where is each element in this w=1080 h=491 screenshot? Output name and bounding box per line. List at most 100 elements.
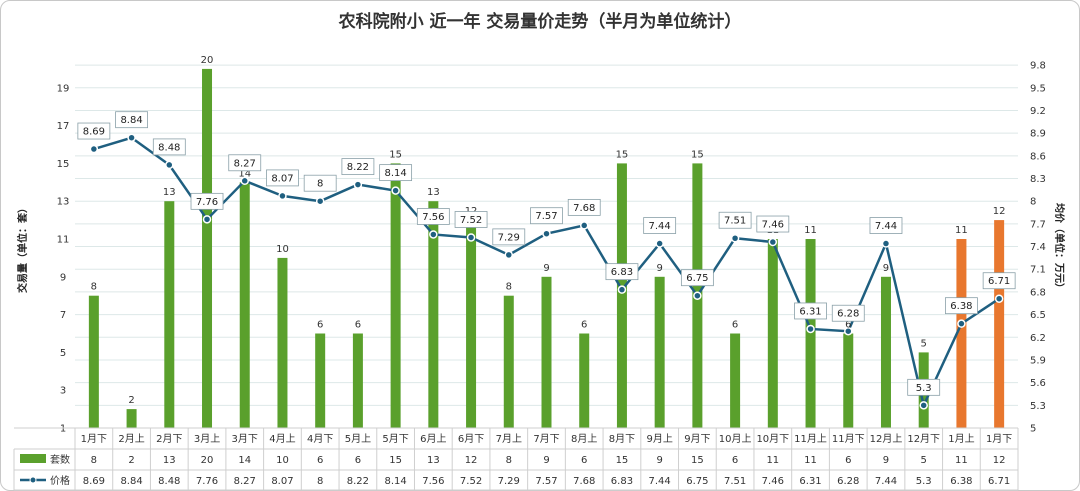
table-count-cell: 5 [921,455,927,466]
price-label: 6.71 [988,276,1010,287]
price-point-1 [89,144,99,154]
table-count-cell: 15 [389,455,402,466]
price-label: 7.44 [875,221,897,232]
category-label: 9月上 [646,433,672,445]
bar-value-label: 6 [732,320,738,331]
category-label: 1月下 [81,433,107,445]
category-label: 11月上 [794,433,827,445]
category-label: 6月下 [458,433,484,445]
right-tick-label: 7.4 [1030,242,1046,253]
table-count-cell: 12 [993,455,1006,466]
category-label: 5月上 [345,433,371,445]
bar-value-label: 8 [91,282,97,293]
category-label: 11月下 [832,433,865,445]
table-count-cell: 11 [804,455,817,466]
table-count-cell: 15 [691,455,704,466]
left-tick-label: 9 [60,272,66,283]
table-count-cell: 13 [163,455,176,466]
table-price-cell: 6.31 [799,476,821,487]
category-label: 3月下 [232,433,258,445]
table-price-cell: 6.83 [611,476,633,487]
bar-10 [428,201,439,428]
right-tick-label: 8.3 [1030,174,1046,185]
price-label: 6.31 [799,306,821,317]
price-point-20 [806,324,815,334]
price-point-14 [579,221,589,230]
price-point-23 [919,401,928,410]
table-price-cell: 6.28 [837,476,859,487]
price-label: 8.69 [83,127,105,138]
table-count-cell: 15 [616,455,629,466]
price-label-box [190,192,224,210]
bar-value-label: 6 [845,320,851,331]
price-label-box [77,122,111,140]
price-point-6 [278,191,287,201]
right-tick-label: 9.8 [1030,61,1046,72]
price-label-box [379,164,413,182]
bar-13 [541,276,552,428]
price-label-box [794,302,827,320]
price-point-17 [693,291,702,300]
bar-value-label: 10 [276,244,289,255]
price-label: 7.57 [535,211,557,222]
bar-value-label: 14 [238,168,251,179]
table-price-cell: 7.76 [196,476,218,487]
price-label: 7.68 [573,203,595,214]
bar-7 [315,333,326,428]
price-label: 7.46 [762,220,784,231]
category-label: 6月上 [420,433,446,445]
price-label: 6.28 [837,309,859,320]
price-label-box [756,215,790,233]
table-price-cell: 8.84 [120,476,142,487]
chart-title: 农科院附小 近一年 交易量价走势（半月为单位统计） [338,11,742,32]
price-label: 7.56 [422,212,444,223]
price-label-box [567,198,601,216]
bar-2 [126,409,137,428]
category-label: 4月上 [269,433,295,445]
price-label-box [228,154,262,172]
price-label: 6.38 [950,301,972,312]
category-label: 10月下 [756,433,789,445]
price-point-13 [542,229,551,238]
right-tick-label: 6.8 [1030,287,1046,298]
right-tick-label: 5.3 [1030,401,1046,412]
bar-value-label: 15 [389,149,402,160]
table-price-cell: 7.44 [649,476,671,487]
price-label: 8.07 [271,173,293,184]
price-label-box [680,269,714,287]
table-count-cell: 10 [276,455,289,466]
category-label: 2月上 [118,433,144,445]
bar-value-label: 12 [993,206,1006,217]
table-count-cell: 8 [91,455,97,466]
table-price-cell: 7.29 [498,476,520,487]
table-count-cell: 14 [238,455,251,466]
price-point-19 [768,237,778,247]
price-point-18 [730,233,740,243]
bar-3 [164,201,175,428]
bar-value-label: 13 [427,187,440,198]
left-tick-label: 15 [57,159,70,170]
table-price-cell: 8.14 [384,476,406,487]
table-count-cell: 11 [955,455,968,466]
price-label-box [454,211,488,228]
price-label-box [341,158,375,175]
right-tick-label: 9.5 [1030,83,1046,94]
price-label: 7.76 [196,197,218,208]
right-tick-label: 6.2 [1030,333,1046,344]
left-tick-label: 11 [57,235,70,246]
table-count-cell: 6 [732,455,738,466]
table-price-cell: 8.69 [83,476,105,487]
table-price-cell: 7.56 [422,476,444,487]
price-label-box [266,169,299,187]
category-label: 1月上 [948,433,974,445]
price-label: 8.84 [120,115,142,126]
price-point-15 [617,285,627,294]
bar-16 [654,276,665,428]
category-label: 7月上 [496,433,522,445]
price-label: 5.3 [916,383,932,394]
price-label: 7.44 [649,221,671,232]
price-label-box [115,111,148,129]
bar-15 [616,163,627,428]
price-label: 8.22 [347,162,369,173]
right-tick-label: 5.9 [1030,355,1046,366]
